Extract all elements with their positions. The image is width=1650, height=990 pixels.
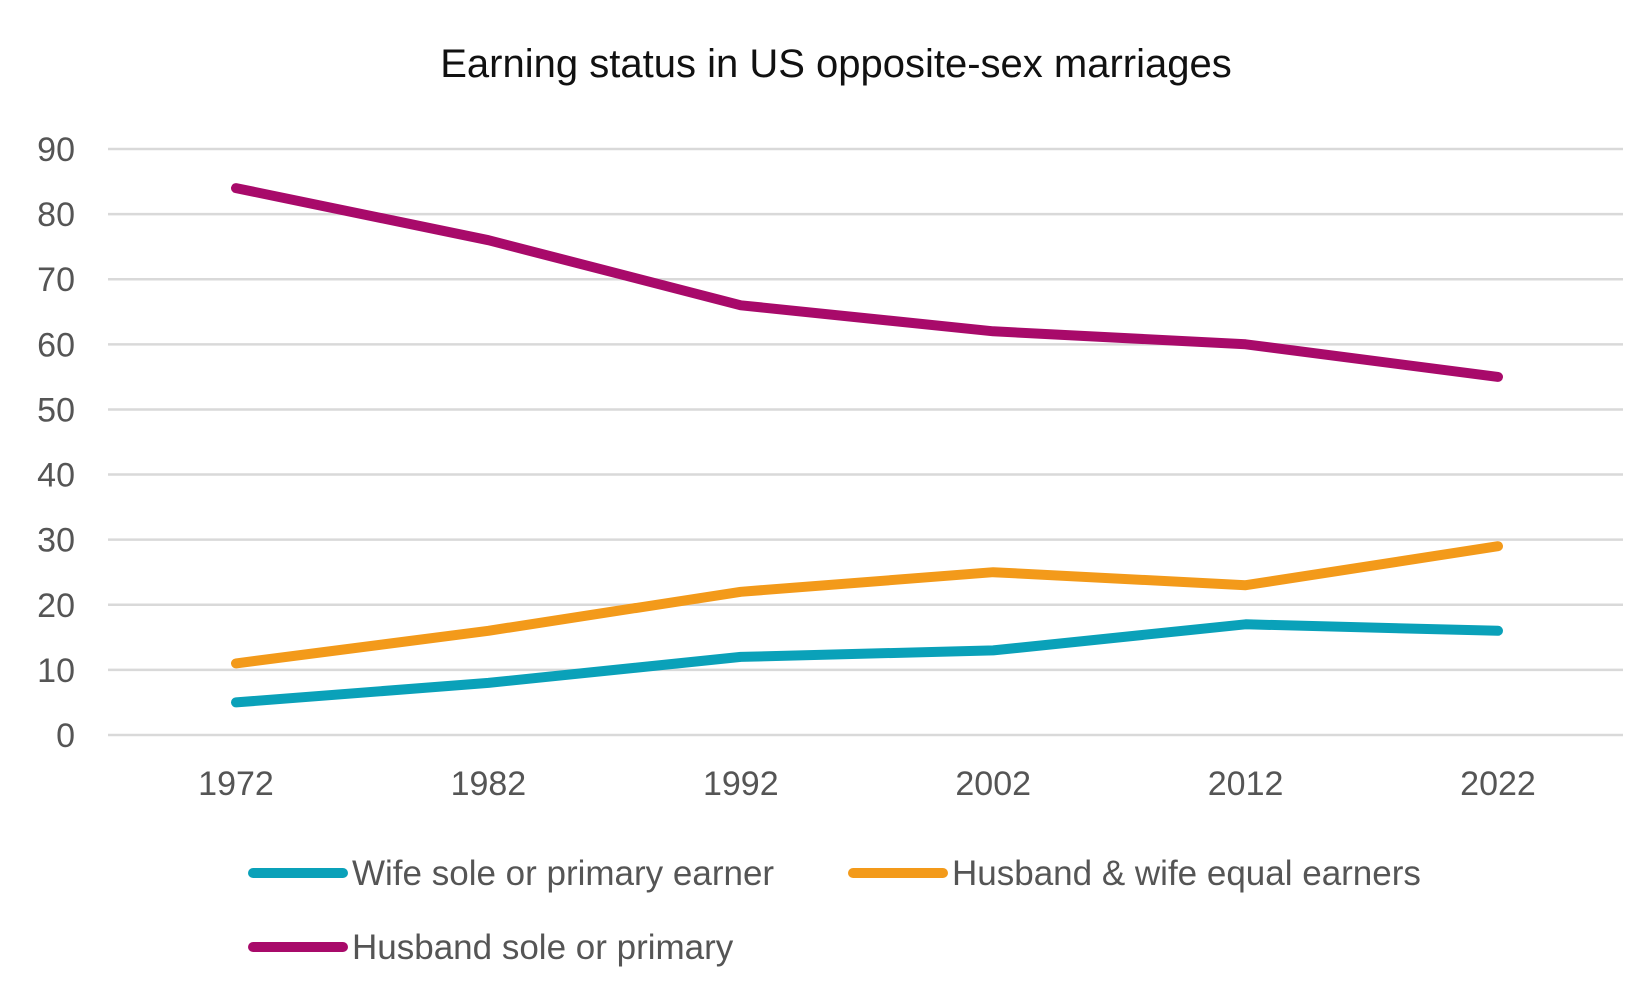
- y-tick-label: 30: [37, 522, 75, 560]
- x-axis-tick-labels: 1972 1982 1992 2002 2012 2022: [198, 765, 1536, 803]
- legend: Wife sole or primary earner Husband & wif…: [248, 854, 1421, 967]
- gridlines: [108, 147, 1623, 737]
- series-line-3: [231, 183, 1503, 382]
- chart-title: Earning status in US opposite-sex marria…: [440, 42, 1231, 86]
- y-axis-tick-labels: 0 10 20 30 40 50 60 70 80 90: [37, 131, 75, 755]
- y-tick-label: 80: [37, 196, 75, 234]
- legend-label-3: Husband sole or primary: [352, 928, 734, 967]
- y-tick-label: 60: [37, 326, 75, 364]
- y-tick-label: 90: [37, 131, 75, 169]
- x-tick-label: 1992: [703, 765, 779, 803]
- series-lines: [231, 183, 1503, 708]
- series-line-1: [231, 619, 1503, 708]
- series-line-2: [231, 541, 1503, 669]
- legend-label-1: Wife sole or primary earner: [352, 854, 774, 893]
- y-tick-label: 70: [37, 261, 75, 299]
- y-tick-label: 40: [37, 457, 75, 495]
- y-tick-label: 0: [56, 717, 75, 755]
- x-tick-label: 1972: [198, 765, 274, 803]
- legend-label-2: Husband & wife equal earners: [952, 854, 1421, 893]
- y-tick-label: 20: [37, 587, 75, 625]
- x-tick-label: 2002: [955, 765, 1031, 803]
- x-tick-label: 2022: [1460, 765, 1536, 803]
- y-tick-label: 50: [37, 391, 75, 429]
- x-tick-label: 2012: [1208, 765, 1284, 803]
- x-tick-label: 1982: [451, 765, 527, 803]
- y-tick-label: 10: [37, 652, 75, 690]
